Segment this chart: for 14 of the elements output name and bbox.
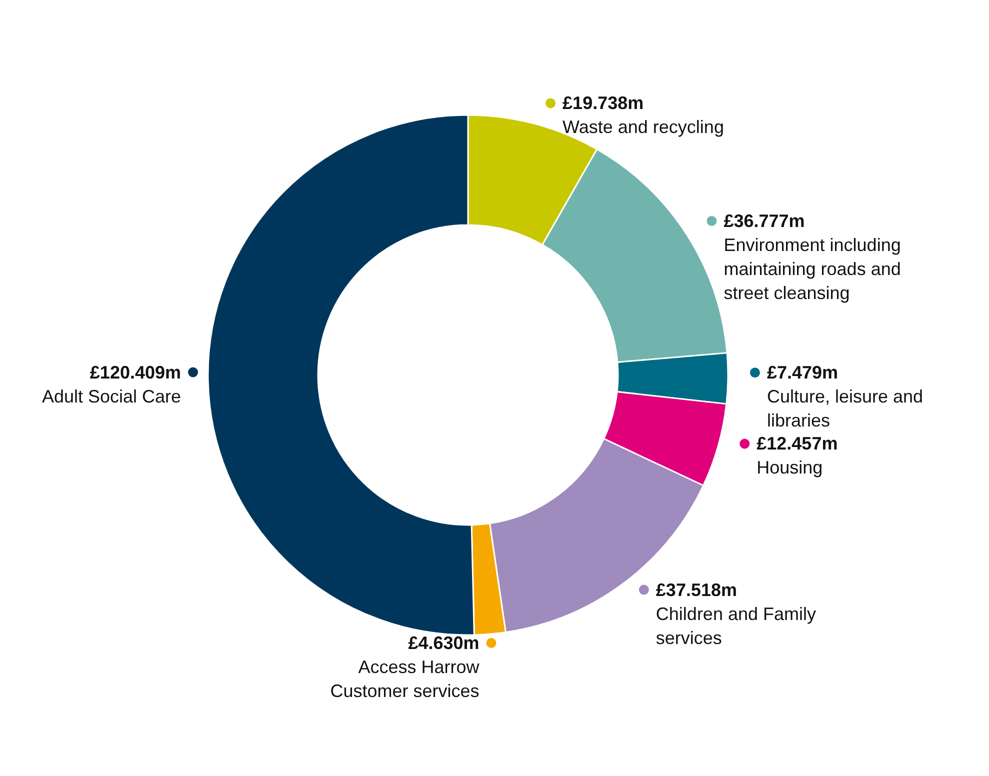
legend-label: Housing	[756, 458, 823, 478]
legend-label: Adult Social Care	[42, 386, 182, 406]
data-label: £36.777m	[724, 210, 805, 231]
data-label: £19.738m	[562, 93, 644, 114]
data-label: £4.630m	[408, 633, 480, 654]
legend-label: Waste and recycling	[562, 117, 724, 138]
data-label: £12.457m	[756, 434, 838, 454]
data-label: £37.518m	[656, 580, 738, 600]
data-label: £7.479m	[766, 362, 838, 383]
legend-label: Environment including maintaining roads and street cleansing	[724, 234, 901, 303]
legend-label: Culture, leisure and libraries	[766, 386, 924, 431]
data-label: £120.409m	[90, 362, 182, 382]
legend-label: Access Harrow Customer services	[330, 657, 480, 702]
legend-label: Children and Family services	[656, 604, 816, 648]
